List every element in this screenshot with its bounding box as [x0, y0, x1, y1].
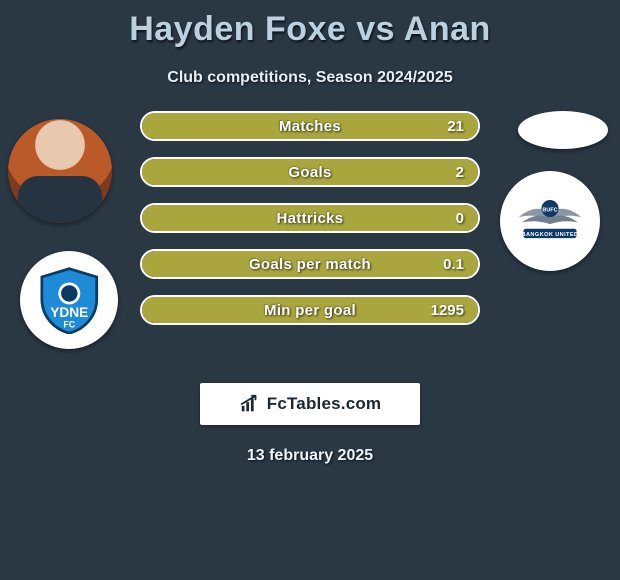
svg-text:BANGKOK UNITED: BANGKOK UNITED	[522, 232, 579, 238]
shield-icon: YDNE FC	[35, 266, 104, 335]
winged-emblem-icon: BUFC BANGKOK UNITED	[511, 182, 589, 260]
stat-bar-label: Min per goal	[142, 297, 478, 323]
stat-bar: Goals2	[140, 157, 480, 187]
stat-bar-label: Goals per match	[142, 251, 478, 277]
stat-bar-value-right: 1295	[431, 297, 464, 323]
stat-bar: Goals per match0.1	[140, 249, 480, 279]
date-text: 13 february 2025	[0, 447, 620, 465]
stat-bar-label: Matches	[142, 113, 478, 139]
brand-badge[interactable]: FcTables.com	[200, 383, 420, 425]
comparison-stage: YDNE FC BUFC BANGKOK UNITED Matches21 Goa…	[0, 111, 620, 371]
stat-bar-value-right: 0	[456, 205, 464, 231]
stat-bar-label: Goals	[142, 159, 478, 185]
comparison-bar-group: Matches21 Goals2 Hattricks0 Goals per match…	[140, 111, 480, 341]
svg-text:YDNE: YDNE	[50, 304, 88, 319]
stat-bar-value-right: 21	[447, 113, 464, 139]
player-left-club-badge: YDNE FC	[20, 251, 118, 349]
brand-text: FcTables.com	[267, 394, 382, 414]
stat-bar: Hattricks0	[140, 203, 480, 233]
bar-chart-up-icon	[239, 393, 261, 415]
player-right-avatar	[518, 111, 608, 149]
stat-bar: Matches21	[140, 111, 480, 141]
player-left-avatar	[8, 119, 112, 223]
stat-bar-value-right: 0.1	[443, 251, 464, 277]
subtitle: Club competitions, Season 2024/2025	[0, 69, 620, 87]
svg-text:FC: FC	[63, 319, 75, 329]
player-right-club-badge: BUFC BANGKOK UNITED	[500, 171, 600, 271]
svg-text:BUFC: BUFC	[542, 208, 557, 214]
stat-bar-value-right: 2	[456, 159, 464, 185]
stat-bar: Min per goal1295	[140, 295, 480, 325]
page-title: Hayden Foxe vs Anan	[0, 0, 620, 49]
stat-bar-label: Hattricks	[142, 205, 478, 231]
